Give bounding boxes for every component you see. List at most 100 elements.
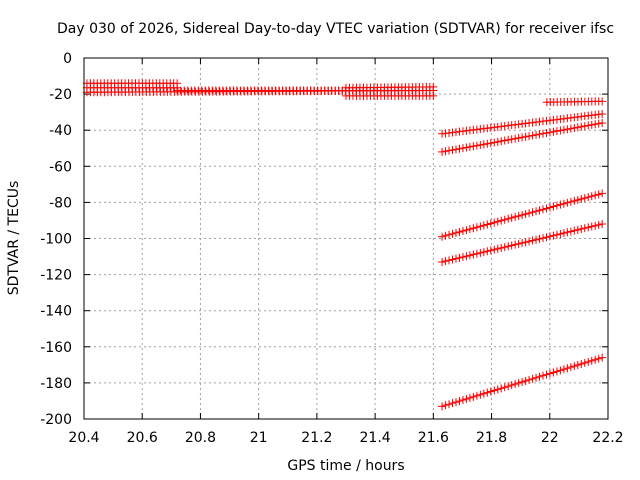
y-tick-label: -100 <box>40 232 72 248</box>
data-point <box>559 125 568 134</box>
data-point <box>584 121 593 130</box>
data-point <box>507 381 516 390</box>
data-point <box>438 232 447 241</box>
series-track-d <box>542 97 607 107</box>
data-point <box>507 213 516 222</box>
data-point <box>514 134 523 143</box>
y-axis-label: SDTVAR / TECUs <box>6 181 22 296</box>
data-point <box>587 356 596 365</box>
data-point <box>445 146 454 155</box>
data-point <box>598 109 607 118</box>
data-point <box>486 139 495 148</box>
data-point <box>528 236 537 245</box>
data-point <box>438 147 447 156</box>
data-point <box>479 140 488 149</box>
data-point <box>591 221 600 230</box>
x-tick-label: 21.6 <box>418 430 449 446</box>
data-point <box>469 250 478 259</box>
data-point <box>518 133 527 142</box>
data-point <box>458 227 467 236</box>
data-point <box>514 211 523 220</box>
data-point <box>570 362 579 371</box>
data-point <box>518 239 527 248</box>
data-point <box>521 238 530 247</box>
data-point <box>497 243 506 252</box>
data-point <box>511 134 520 143</box>
data-point <box>539 129 548 138</box>
data-point <box>577 225 586 234</box>
data-point <box>476 222 485 231</box>
data-point <box>532 373 541 382</box>
data-point <box>490 245 499 254</box>
y-tick-label: -40 <box>49 123 72 139</box>
data-point <box>552 127 561 136</box>
data-point <box>598 353 607 362</box>
data-point <box>483 388 492 397</box>
data-point <box>525 237 534 246</box>
data-point <box>448 399 457 408</box>
data-point <box>497 137 506 146</box>
data-point <box>486 387 495 396</box>
data-point <box>598 118 607 127</box>
data-point <box>462 252 471 261</box>
data-point <box>472 391 481 400</box>
data-point <box>559 365 568 374</box>
series-track-g <box>438 189 607 241</box>
data-point <box>539 234 548 243</box>
data-point <box>525 375 534 384</box>
data-point <box>451 145 460 154</box>
data-point <box>556 200 565 209</box>
data-point <box>476 390 485 399</box>
data-point <box>429 91 438 100</box>
data-point <box>545 203 554 212</box>
series-track-c-lower <box>342 91 438 100</box>
data-point <box>438 402 447 411</box>
data-point <box>528 131 537 140</box>
data-point <box>445 400 454 409</box>
data-point <box>511 212 520 221</box>
data-point <box>549 127 558 136</box>
data-point <box>598 220 607 229</box>
data-point <box>497 216 506 225</box>
data-point <box>500 243 509 252</box>
data-point <box>542 204 551 213</box>
data-point <box>577 195 586 204</box>
data-point <box>577 122 586 131</box>
y-tick-label: -20 <box>49 87 72 103</box>
data-point <box>493 217 502 226</box>
data-point <box>462 143 471 152</box>
data-point <box>507 135 516 144</box>
data-point <box>504 135 513 144</box>
y-tick-label: -160 <box>40 340 72 356</box>
data-point <box>486 246 495 255</box>
data-point <box>500 215 509 224</box>
data-point <box>532 235 541 244</box>
data-point <box>493 244 502 253</box>
data-point <box>521 132 530 141</box>
data-point <box>448 145 457 154</box>
data-point <box>539 371 548 380</box>
data-point <box>535 234 544 243</box>
y-tick-label: -120 <box>40 268 72 284</box>
data-point <box>573 123 582 132</box>
data-point <box>441 257 450 266</box>
x-tick-label: 22.2 <box>592 430 623 446</box>
data-point <box>556 126 565 135</box>
series-track-e <box>438 109 607 138</box>
data-point <box>594 354 603 363</box>
y-tick-label: -200 <box>40 412 72 428</box>
axis-ticks <box>83 57 609 420</box>
data-point <box>465 393 474 402</box>
data-point <box>483 220 492 229</box>
y-tick-label: -80 <box>49 195 72 211</box>
data-point <box>455 253 464 262</box>
data-point <box>493 137 502 146</box>
data-point <box>573 361 582 370</box>
data-point <box>552 201 561 210</box>
data-point <box>598 97 607 106</box>
data-point <box>584 193 593 202</box>
data-point <box>525 132 534 141</box>
data-point <box>591 191 600 200</box>
data-point <box>458 144 467 153</box>
data-point <box>591 120 600 129</box>
